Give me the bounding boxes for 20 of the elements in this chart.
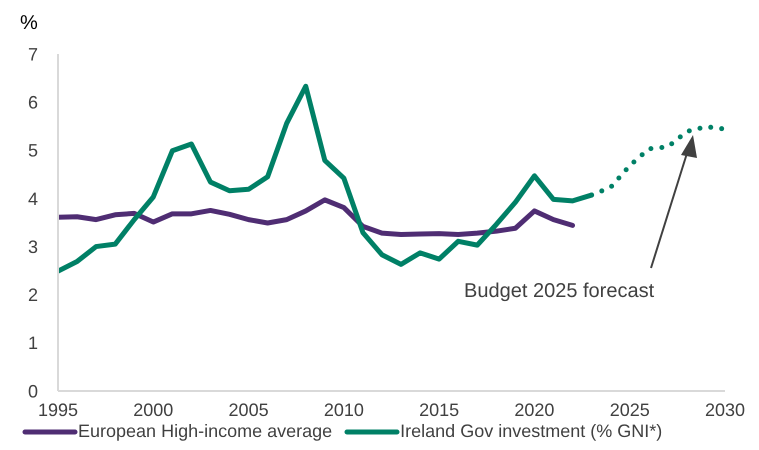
y-tick-label: 5 bbox=[28, 140, 38, 161]
y-tick-label: 6 bbox=[28, 92, 38, 113]
x-tick-label: 2020 bbox=[514, 400, 554, 420]
y-tick-label: 2 bbox=[28, 285, 38, 306]
legend-label: European High-income average bbox=[78, 421, 332, 442]
annotation: Budget 2025 forecast bbox=[464, 280, 654, 303]
legend-label: Ireland Gov investment (% GNI*) bbox=[400, 421, 662, 442]
y-axis-title: % bbox=[20, 12, 38, 35]
x-tick-label: 1995 bbox=[38, 400, 78, 420]
y-tick-label: 0 bbox=[28, 381, 38, 402]
y-tick-label: 4 bbox=[28, 188, 38, 209]
x-tick-label: 2015 bbox=[419, 400, 460, 420]
x-tick-label: 2000 bbox=[133, 400, 174, 420]
y-tick-label: 1 bbox=[28, 333, 38, 354]
y-tick-label: 3 bbox=[28, 236, 38, 257]
y-tick-label: 7 bbox=[28, 44, 38, 64]
x-tick-label: 2030 bbox=[704, 400, 746, 420]
x-tick-label: 2025 bbox=[610, 400, 650, 420]
x-tick-label: 2010 bbox=[324, 400, 364, 420]
x-tick-label: 2005 bbox=[228, 400, 269, 420]
